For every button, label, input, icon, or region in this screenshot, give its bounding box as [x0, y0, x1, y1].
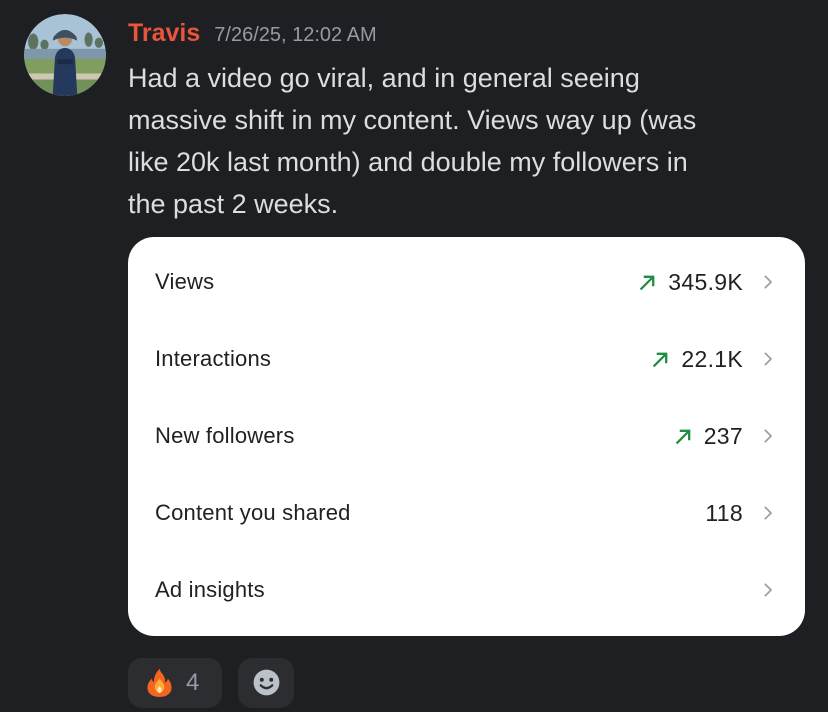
insight-label: Views: [155, 269, 215, 294]
insight-value-group: 118: [705, 500, 777, 527]
avatar[interactable]: [24, 14, 106, 96]
insight-value: 22.1K: [681, 345, 743, 372]
message-header: Travis 7/26/25, 12:02 AM: [128, 19, 805, 48]
message-text: Had a video go viral, and in general see…: [128, 57, 805, 225]
author-name[interactable]: Travis: [128, 19, 201, 47]
chevron-right-icon: [759, 350, 777, 368]
chevron-right-icon: [759, 504, 777, 522]
add-reaction-button[interactable]: [238, 657, 294, 708]
insight-row[interactable]: Views 345.9K: [128, 244, 805, 321]
fire-reaction-pill[interactable]: 4: [128, 657, 222, 708]
insight-value: 345.9K: [668, 268, 743, 295]
message-line: massive shift in my content. Views way u…: [128, 104, 697, 135]
reaction-count: 4: [186, 668, 200, 696]
chevron-right-icon: [759, 273, 777, 291]
fire-emoji: [147, 668, 172, 697]
insight-value: 118: [705, 499, 743, 526]
message-timestamp: 7/26/25, 12:02 AM: [214, 24, 377, 46]
chevron-right-icon: [759, 581, 777, 599]
insight-row[interactable]: Interactions 22.1K: [128, 321, 805, 398]
message-line: like 20k last month) and double my follo…: [128, 146, 688, 177]
insight-value-group: 22.1K: [650, 346, 777, 373]
message-line: the past 2 weeks.: [128, 188, 339, 219]
insight-row[interactable]: Ad insights: [128, 552, 805, 629]
trend-up-icon: [637, 272, 658, 293]
trend-up-icon: [650, 349, 671, 370]
message-content: Travis 7/26/25, 12:02 AM Had a video go …: [128, 14, 805, 708]
reactions-row: 4: [128, 657, 805, 708]
insight-label: Content you shared: [155, 500, 351, 525]
smiley-icon: [253, 669, 279, 696]
message-line: Had a video go viral, and in general see…: [128, 62, 640, 93]
insight-label: New followers: [155, 423, 295, 448]
trend-up-icon: [673, 426, 694, 447]
insight-row[interactable]: Content you shared 118: [128, 475, 805, 552]
insight-value: 237: [703, 422, 743, 449]
insight-label: Interactions: [155, 346, 272, 371]
insight-label: Ad insights: [155, 577, 265, 602]
insight-value-group: [759, 581, 777, 599]
insight-value-group: 237: [673, 423, 777, 450]
chevron-right-icon: [759, 427, 777, 445]
insights-card-attachment[interactable]: Views 345.9K Interactions 22.1K: [128, 236, 805, 636]
insight-row[interactable]: New followers 237: [128, 398, 805, 475]
insight-value-group: 345.9K: [637, 269, 777, 296]
